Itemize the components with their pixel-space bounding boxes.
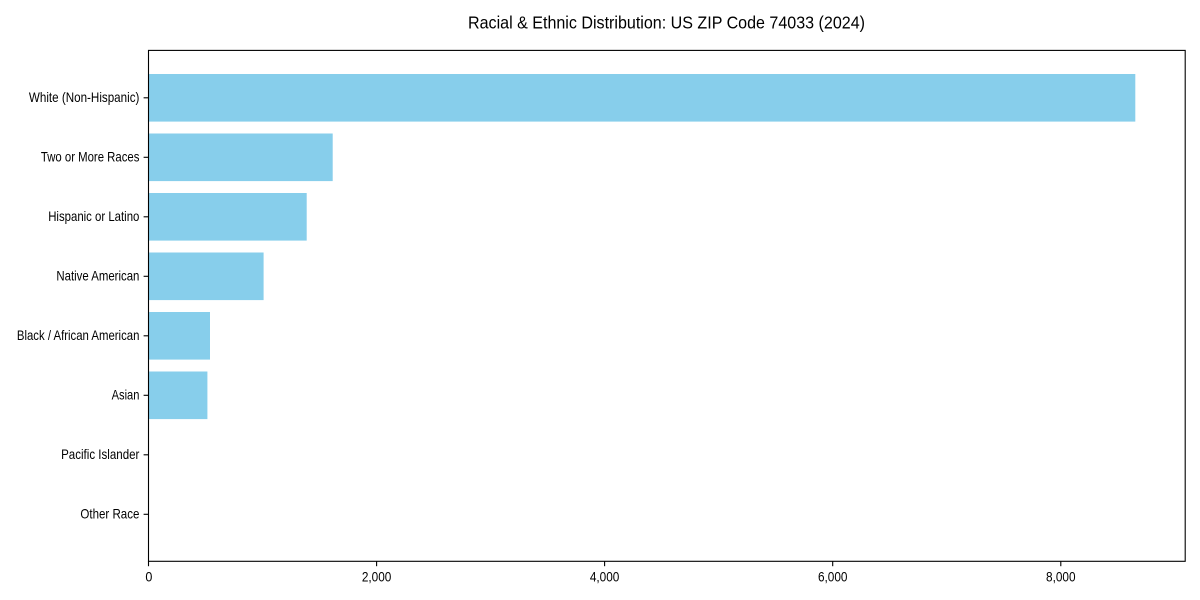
svg-text:Hispanic or Latino: Hispanic or Latino (48, 208, 139, 224)
svg-text:Native American: Native American (56, 268, 139, 284)
svg-text:White (Non-Hispanic): White (Non-Hispanic) (29, 89, 140, 105)
svg-text:Other Race: Other Race (80, 506, 139, 522)
svg-text:2,000: 2,000 (362, 568, 392, 584)
svg-text:Racial & Ethnic Distribution:: Racial & Ethnic Distribution: US ZIP Cod… (468, 12, 865, 32)
svg-text:Two or More Races: Two or More Races (41, 149, 140, 165)
svg-text:0: 0 (145, 568, 152, 584)
svg-text:Pacific Islander: Pacific Islander (61, 446, 140, 462)
svg-text:Black / African American: Black / African American (17, 327, 140, 343)
svg-text:4,000: 4,000 (590, 568, 620, 584)
svg-text:8,000: 8,000 (1046, 568, 1076, 584)
svg-text:6,000: 6,000 (818, 568, 848, 584)
svg-text:Asian: Asian (112, 387, 140, 403)
